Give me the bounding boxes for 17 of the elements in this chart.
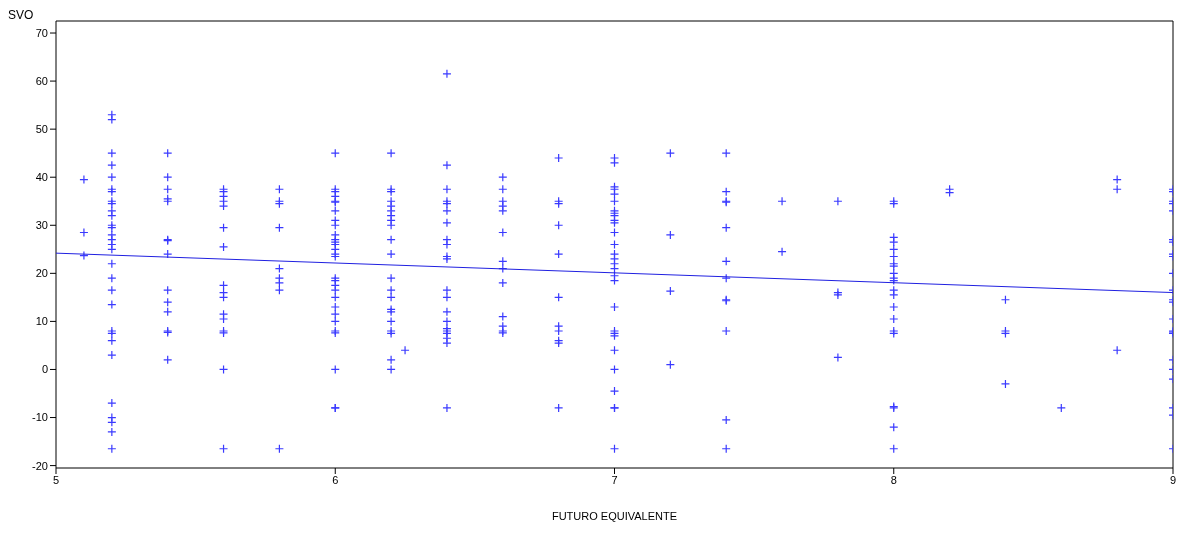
y-axis-title: SVO	[8, 8, 34, 22]
x-tick-label: 5	[52, 473, 60, 486]
y-tick-label: 60	[35, 74, 48, 87]
y-tick-label: -10	[32, 411, 48, 424]
y-tick-label: -20	[32, 459, 48, 472]
x-axis-title: FUTURO EQUIVALENTE	[551, 510, 678, 522]
y-tick-label: 0	[41, 363, 48, 376]
y-tick-label: 10	[35, 315, 48, 328]
y-tick-label: 50	[35, 123, 48, 136]
y-tick-label: 30	[35, 219, 48, 232]
y-tick-label: 70	[35, 26, 48, 39]
x-tick-label: 7	[611, 473, 618, 486]
x-tick-label: 9	[1169, 473, 1177, 486]
x-tick-label: 6	[332, 473, 339, 486]
y-tick-label: 20	[35, 267, 48, 280]
x-tick-label: 8	[890, 473, 897, 486]
y-tick-label: 40	[35, 171, 48, 184]
